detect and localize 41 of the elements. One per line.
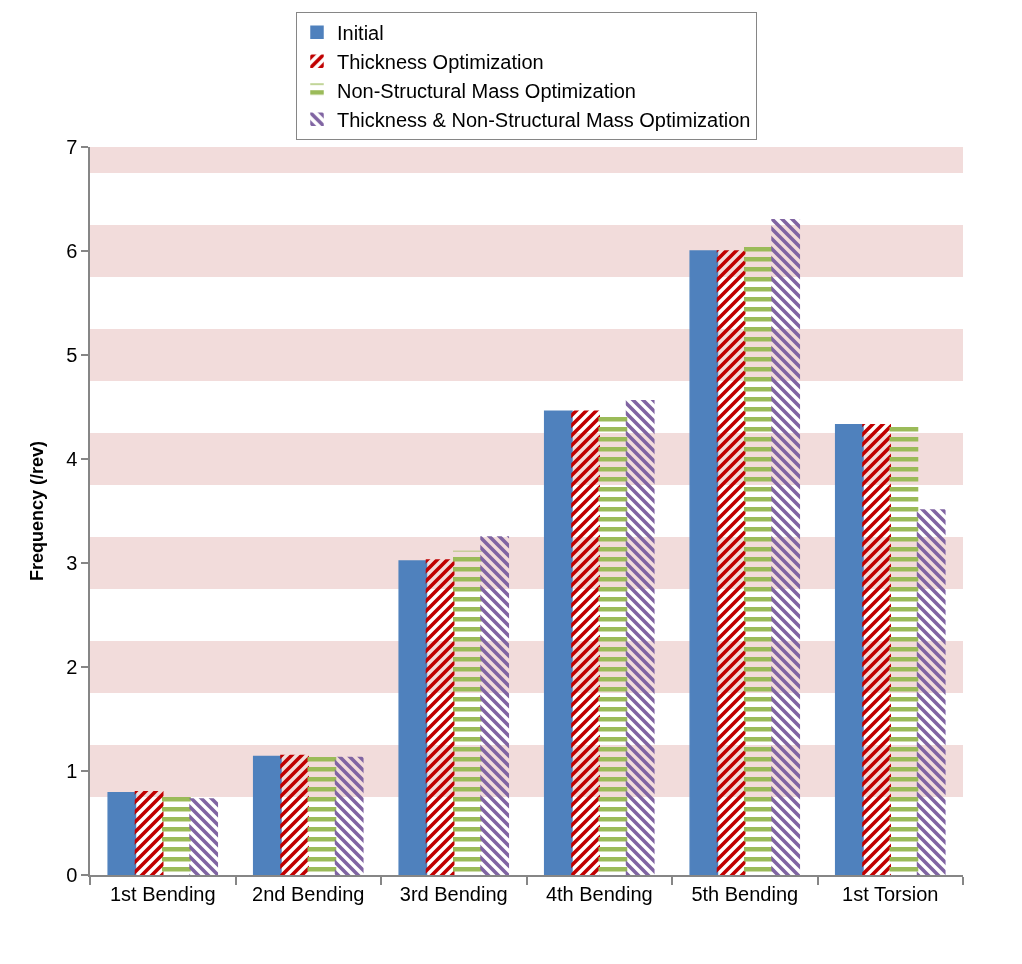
y-tick-label: 0 bbox=[66, 864, 78, 886]
bar bbox=[334, 756, 364, 875]
y-tick-label: 2 bbox=[66, 656, 78, 678]
bar bbox=[689, 250, 719, 875]
bar bbox=[625, 400, 655, 875]
x-tick-label: 3rd Bending bbox=[399, 882, 508, 905]
y-tick-label: 3 bbox=[66, 552, 78, 574]
bar bbox=[280, 754, 309, 875]
bar bbox=[480, 536, 510, 875]
bar bbox=[307, 756, 337, 875]
bar bbox=[425, 559, 455, 875]
bar bbox=[862, 423, 891, 875]
bar bbox=[716, 250, 746, 875]
y-axis-title: Frequency (/rev) bbox=[26, 440, 47, 582]
legend-label: Non-Structural Mass Optimization bbox=[337, 80, 636, 103]
bar bbox=[162, 796, 191, 875]
y-tick-label: 4 bbox=[66, 448, 78, 470]
bar bbox=[744, 246, 773, 875]
x-tick-label: 4th Bending bbox=[545, 882, 653, 905]
bar bbox=[252, 755, 282, 875]
y-tick-label: 6 bbox=[66, 240, 78, 262]
y-tick-label: 7 bbox=[66, 136, 78, 158]
bar bbox=[916, 509, 946, 875]
bar bbox=[134, 791, 164, 875]
x-tick-label: 1st Torsion bbox=[842, 882, 939, 905]
legend-label: Thickness & Non-Structural Mass Optimization bbox=[337, 109, 751, 132]
bar bbox=[189, 798, 219, 875]
legend-label: Thickness Optimization bbox=[337, 51, 544, 74]
bar bbox=[571, 410, 600, 875]
y-tick-label: 1 bbox=[66, 760, 78, 782]
y-tick-label: 5 bbox=[66, 344, 78, 366]
bar bbox=[771, 219, 801, 875]
legend-label: Initial bbox=[337, 22, 384, 45]
bar bbox=[107, 792, 137, 875]
x-tick-label: 2nd Bending bbox=[252, 882, 365, 905]
bar bbox=[453, 550, 482, 875]
bar bbox=[398, 560, 428, 875]
bar bbox=[543, 410, 573, 875]
bar bbox=[834, 423, 864, 875]
x-tick-label: 5th Bending bbox=[691, 882, 799, 905]
x-tick-label: 1st Bending bbox=[109, 882, 216, 905]
